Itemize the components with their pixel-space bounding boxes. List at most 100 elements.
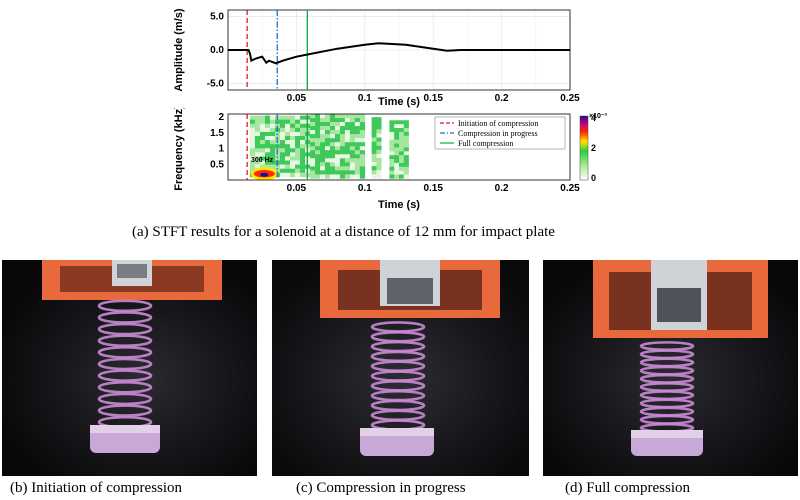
spectrogram-cell <box>285 160 291 165</box>
spectrogram-cell <box>403 174 409 179</box>
spectrogram-cell <box>354 162 361 167</box>
spectrogram-cell <box>279 140 286 145</box>
spectrogram-cell <box>389 135 395 140</box>
spectrogram-cell <box>344 138 351 143</box>
spectrogram-cell <box>371 117 377 122</box>
spectrogram-cell <box>389 162 395 168</box>
spectrogram-cell <box>249 131 256 137</box>
spectrogram-cell <box>371 141 377 147</box>
spectrogram-cell <box>300 168 306 174</box>
spectrogram-cell <box>315 126 321 131</box>
spectrogram-cell <box>254 131 261 137</box>
spectrogram-cell <box>359 130 366 135</box>
spectrogram-cell <box>325 150 331 155</box>
photo-progress <box>272 260 529 476</box>
spectrogram-cell <box>259 131 266 137</box>
spectrogram-cell <box>290 164 296 169</box>
spectrogram-cell <box>320 114 326 119</box>
spectrogram-cell <box>249 115 256 120</box>
spectrogram-cell <box>371 145 377 151</box>
spectrogram-cell <box>320 150 326 155</box>
spectrogram-cell <box>349 126 356 131</box>
spectrogram-cell <box>249 144 256 149</box>
colorbar-max: 4 <box>591 113 596 123</box>
spectrogram-cell <box>371 137 377 142</box>
spectrogram-cell <box>295 131 301 137</box>
spectrogram-cell <box>329 150 336 155</box>
spectrogram-cell <box>354 166 361 171</box>
spectrogram-cell <box>249 148 256 153</box>
spectrogram-cell <box>339 142 346 147</box>
spectrogram-cell <box>394 155 400 160</box>
spectrogram-cell <box>403 128 409 133</box>
spectrogram-cell <box>300 160 306 165</box>
spectrogram-cell <box>310 158 316 163</box>
spectrogram-cell <box>315 154 321 159</box>
spectrogram-cell <box>359 146 366 151</box>
spectrogram-cell <box>354 114 361 119</box>
spectrogram-cell <box>359 154 366 159</box>
spectrogram-cell <box>285 144 291 149</box>
spectrogram-cell <box>403 151 409 156</box>
spectrogram-cell <box>290 156 296 161</box>
spectrogram-cell <box>329 158 336 163</box>
spectrogram-cell <box>264 156 271 161</box>
spectrogram-cell <box>371 174 377 179</box>
spectrogram-cell <box>290 136 296 141</box>
spectrogram-cell <box>371 121 377 126</box>
colorbar-exponent: ×10⁻³ <box>589 113 608 120</box>
spectrogram-cell <box>339 122 346 127</box>
spectrogram-cell <box>310 130 316 135</box>
spectrogram-y-ticks: 2 1.5 1 0.5 <box>210 112 224 170</box>
spectrogram-cell <box>349 158 356 163</box>
spectrogram-cell <box>329 122 336 127</box>
spectrogram-cell <box>310 138 316 143</box>
spectrogram-cell <box>399 174 405 179</box>
y-tick-label: 5.0 <box>210 12 224 23</box>
spectrogram-cell <box>269 148 276 153</box>
spectrogram-cell <box>394 139 400 144</box>
spectrogram-cell <box>310 118 316 123</box>
spectrogram-cell <box>320 146 326 151</box>
spectrogram-cell <box>403 124 409 129</box>
caption-d: (d) Full compression <box>565 480 690 496</box>
spectrogram-cell <box>329 166 336 171</box>
spectrogram-cell <box>249 160 256 165</box>
spectrogram-cell <box>249 152 256 157</box>
spectrogram-cell <box>300 164 306 169</box>
spectrogram-cell <box>274 119 281 125</box>
spectrogram-cell <box>325 162 331 167</box>
spectrogram-cell <box>315 166 321 171</box>
photo-initiation <box>2 260 257 476</box>
legend-initiation: Initiation of compression <box>458 119 538 128</box>
spectrogram-cell <box>310 154 316 159</box>
spectrogram-cell <box>376 158 382 163</box>
spectrogram-cell <box>399 124 405 129</box>
spectrogram-cell <box>285 127 291 133</box>
spectrogram-cell <box>359 166 366 171</box>
spectrogram-cell <box>354 134 361 139</box>
spectrogram-cell <box>329 114 336 119</box>
spectrogram-cell <box>389 166 395 171</box>
spectrogram-cell <box>359 158 366 163</box>
spectrogram-cell <box>310 162 316 167</box>
spring-icon <box>97 299 153 429</box>
spectrogram-cell <box>344 150 351 155</box>
spectrogram-cell <box>376 133 382 138</box>
spectrogram-cell <box>359 138 366 143</box>
spectrogram-cell <box>394 151 400 156</box>
spectrogram-cell <box>325 126 331 131</box>
spring-coil <box>97 369 153 382</box>
y-tick-label: 0.5 <box>210 159 224 170</box>
spectrogram-cell <box>259 164 266 169</box>
spectrogram-cell <box>399 162 405 168</box>
spectrogram-cell <box>300 119 306 125</box>
caption-a: (a) STFT results for a solenoid at a dis… <box>132 224 555 240</box>
spectrogram-cell <box>259 119 266 125</box>
spectrogram-cell <box>274 168 281 174</box>
spectrogram-cell <box>399 166 405 171</box>
spectrogram-cell <box>295 160 301 165</box>
amplitude-y-label: Amplitude (m/s) <box>173 8 185 91</box>
spring-coil <box>97 346 153 359</box>
spring-coil <box>97 404 153 417</box>
